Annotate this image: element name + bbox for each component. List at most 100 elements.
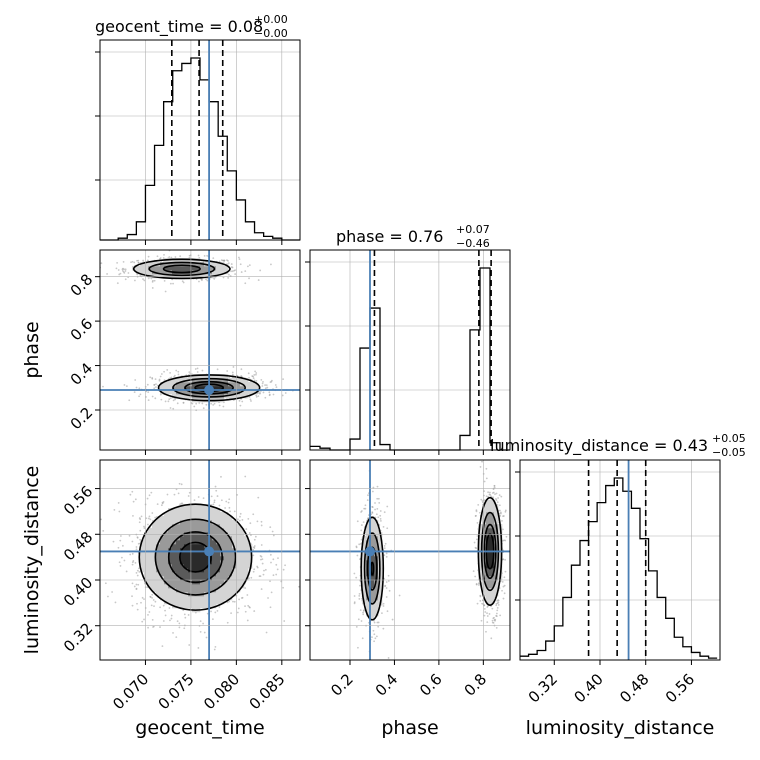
scatter-point [175,636,178,638]
density-cell [220,528,225,533]
density-cell [156,520,161,525]
density-cell [196,556,201,561]
density-cell [232,390,237,395]
scatter-point [477,503,480,506]
density-cell [168,572,173,577]
density-cell [152,588,157,593]
density-cell [144,572,149,577]
scatter-point [149,376,152,379]
scatter-point [118,273,121,276]
density-cell [236,540,241,545]
scatter-point [182,281,185,284]
density-cell [188,512,193,517]
scatter-point [249,398,252,401]
scatter-point [254,370,257,373]
scatter-point [176,620,179,623]
density-cell [228,588,233,593]
density-cell [232,592,237,597]
scatter-point [253,374,256,376]
scatter-point [282,568,285,571]
density-cell [156,270,161,275]
scatter-point [169,619,171,622]
density-cell [196,270,201,275]
density-cell [188,528,193,533]
density-cell [216,520,221,525]
scatter-point [228,506,231,509]
scatter-point [284,392,287,394]
density-cell [152,552,157,557]
density-cell [216,572,221,577]
scatter-point [255,396,258,398]
scatter-point [205,636,208,639]
scatter-point [227,277,230,279]
density-cell [204,274,209,279]
density-cell [188,588,193,593]
density-cell [208,564,213,569]
scatter-point [147,613,149,616]
scatter-point [161,645,164,648]
scatter-point [166,493,169,496]
histogram-step [520,477,718,659]
scatter-point [500,495,503,498]
density-cell [204,270,209,275]
density-cell [188,536,193,541]
density-cell [176,274,181,279]
scatter-point [143,527,146,529]
scatter-point [118,510,121,513]
density-cell [248,556,253,561]
density-cell [168,600,173,605]
density-cell [204,576,209,581]
scatter-point [366,499,369,502]
scatter-point [231,270,234,273]
scatter-point [479,600,482,602]
scatter-point [269,580,271,583]
density-cell [216,540,221,545]
scatter-point [266,386,269,389]
density-cell [148,568,153,573]
density-cell [168,536,173,541]
density-cell [164,274,169,279]
scatter-point [146,497,149,500]
scatter-point [236,493,239,496]
density-cell [236,390,241,395]
scatter-point [262,381,264,383]
scatter-point [176,402,179,405]
scatter-point [198,402,201,404]
scatter-point [385,552,388,555]
density-cell [188,262,193,267]
density-cell [228,390,233,395]
density-cell [148,540,153,545]
density-cell [164,266,169,271]
density-cell [240,394,245,399]
density-cell [208,592,213,597]
density-cell [208,378,213,383]
density-cell [192,584,197,589]
density-cell [176,394,181,399]
density-cell [168,266,173,271]
density-cell [220,572,225,577]
density-cell [220,270,225,275]
scatter-point [257,496,260,499]
density-cell [156,524,161,529]
density-cell [188,524,193,529]
scatter-point [270,591,273,594]
density-cell [188,552,193,557]
density-cell [200,520,205,525]
scatter-point [133,585,136,588]
scatter-point [261,382,264,385]
density-cell [184,394,189,399]
density-cell [180,258,185,263]
density-cell [224,266,229,271]
scatter-point [252,554,255,557]
density-cell [188,596,193,601]
scatter-point [83,262,85,264]
density-cell [140,544,145,549]
scatter-point [106,273,108,275]
scatter-point [371,490,374,493]
scatter-point [131,490,134,493]
density-cell [204,584,209,589]
density-cell [180,386,185,391]
density-cell [156,580,161,585]
density-cell [160,270,165,275]
density-cell [160,580,165,585]
